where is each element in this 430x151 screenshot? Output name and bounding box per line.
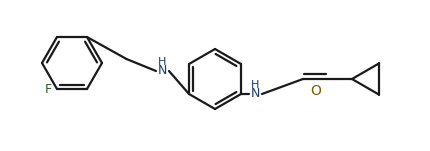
Text: H: H [157,57,166,67]
Text: F: F [45,84,52,96]
Text: O: O [310,84,321,98]
Text: N: N [157,64,166,77]
Text: H: H [250,80,258,90]
Text: N: N [250,87,259,100]
